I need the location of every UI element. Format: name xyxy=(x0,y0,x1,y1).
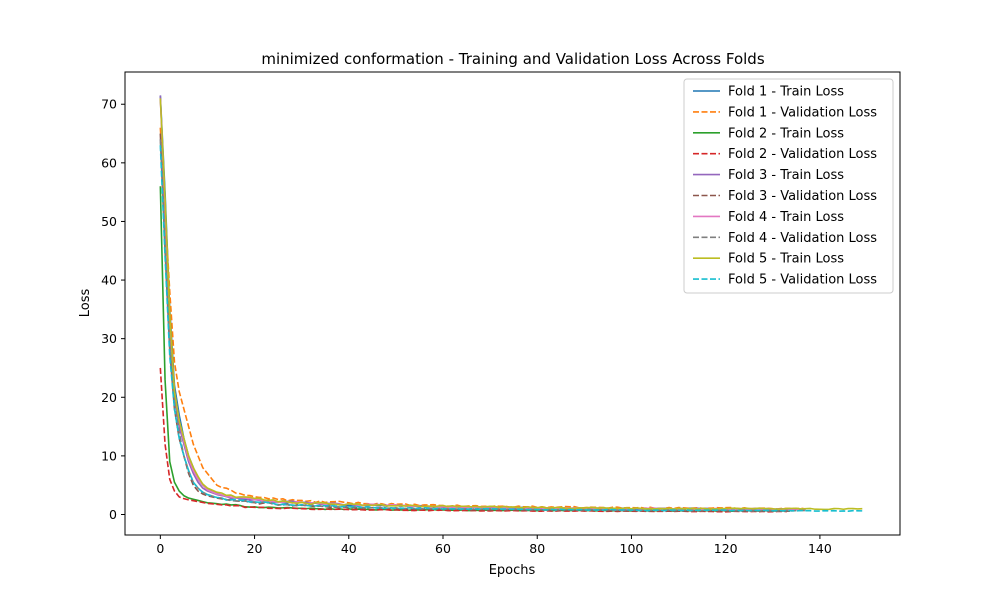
x-tick-label: 60 xyxy=(435,541,451,556)
series-line-fold-5-validation xyxy=(159,145,863,513)
legend-label: Fold 5 - Validation Loss xyxy=(728,273,877,288)
legend-label: Fold 4 - Train Loss xyxy=(728,210,844,225)
plot-frame xyxy=(124,71,901,536)
legend-box xyxy=(683,78,894,294)
chart-title: minimized conformation - Training and Va… xyxy=(261,50,764,68)
legend-label: Fold 3 - Train Loss xyxy=(728,168,844,183)
legend-label: Fold 5 - Train Loss xyxy=(728,252,844,267)
series-lines xyxy=(159,95,863,513)
x-axis-label: Epochs xyxy=(489,563,536,578)
y-tick-label: 10 xyxy=(101,448,117,463)
x-tick-label: 20 xyxy=(247,541,263,556)
x-tick-label: 80 xyxy=(529,541,545,556)
legend-label: Fold 1 - Validation Loss xyxy=(728,105,877,120)
x-tick-label: 40 xyxy=(341,541,357,556)
series-line-fold-5-train xyxy=(159,98,863,511)
legend-label: Fold 2 - Validation Loss xyxy=(728,147,877,162)
x-tick-label: 140 xyxy=(808,541,832,556)
legend-label: Fold 4 - Validation Loss xyxy=(728,231,877,246)
x-tick-label: 0 xyxy=(156,541,164,556)
x-axis: 0 20 40 60 80 100 120 140 xyxy=(156,535,832,556)
y-axis: 0 10 20 30 40 50 60 70 xyxy=(101,97,125,522)
legend: Fold 1 - Train Loss Fold 1 - Validation L… xyxy=(683,78,894,294)
x-tick-label: 100 xyxy=(620,541,644,556)
y-tick-label: 60 xyxy=(101,155,117,170)
y-tick-label: 70 xyxy=(101,97,117,112)
y-axis-label: Loss xyxy=(78,289,93,318)
legend-label: Fold 2 - Train Loss xyxy=(728,126,844,141)
y-tick-label: 30 xyxy=(101,331,117,346)
y-tick-label: 50 xyxy=(101,214,117,229)
y-tick-label: 40 xyxy=(101,273,117,288)
legend-label: Fold 3 - Validation Loss xyxy=(728,189,877,204)
plot-area xyxy=(124,71,901,536)
x-tick-label: 120 xyxy=(714,541,738,556)
legend-label: Fold 1 - Train Loss xyxy=(728,85,844,100)
y-tick-label: 20 xyxy=(101,390,117,405)
y-tick-label: 0 xyxy=(109,507,117,522)
series-line-fold-3-validation xyxy=(159,133,792,513)
